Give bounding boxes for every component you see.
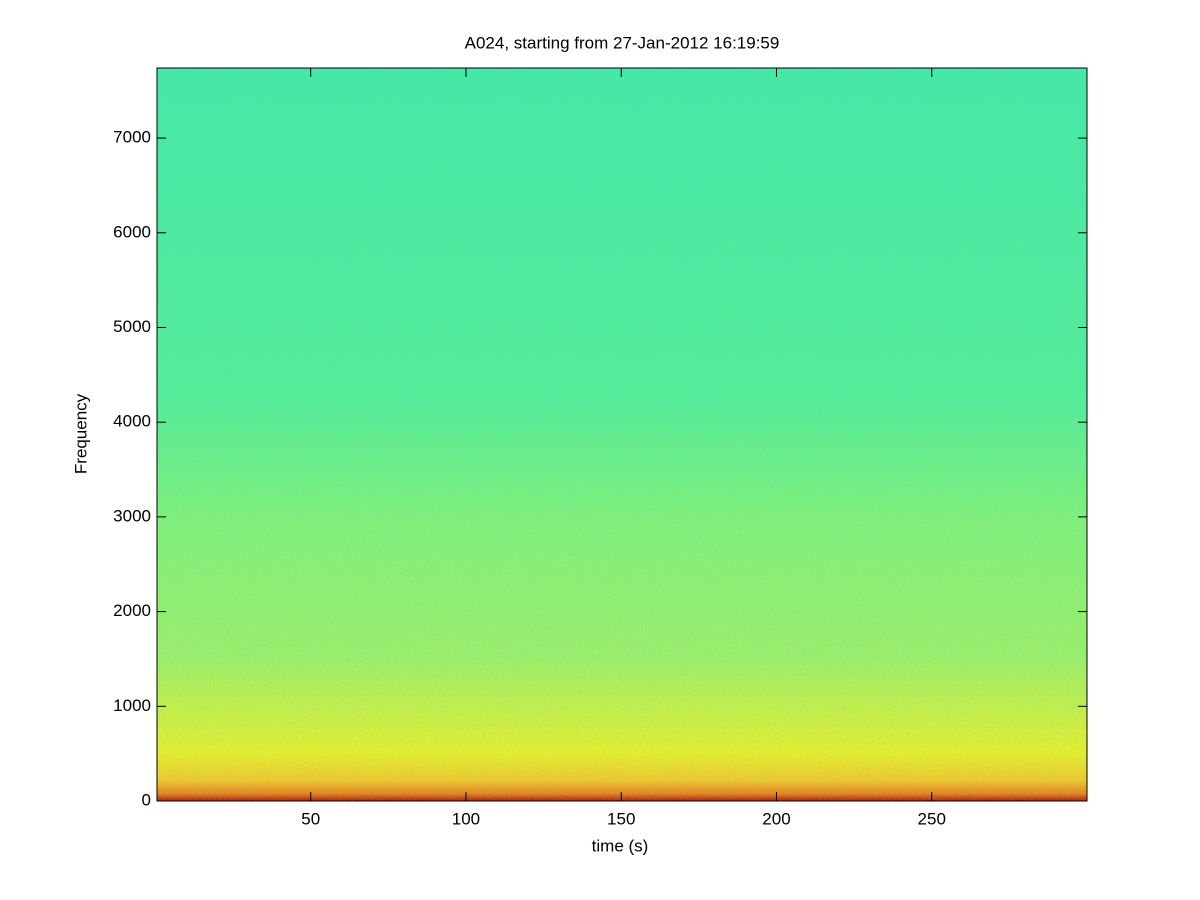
y-tick-label: 6000 [113,222,151,241]
y-tick-label: 5000 [113,317,151,336]
x-tick-label: 250 [918,809,946,828]
x-tick-label: 200 [762,809,790,828]
axes-box [156,67,1088,802]
y-tick-label: 2000 [113,601,151,620]
y-axis-label: Frequency [71,393,90,474]
x-axis-label: time (s) [592,836,649,855]
y-tick-label: 1000 [113,696,151,715]
y-tick-label: 4000 [113,412,151,431]
spectrogram-texture [157,68,1087,801]
y-tick-label: 0 [142,790,151,809]
chart-title: A024, starting from 27-Jan-2012 16:19:59 [465,33,780,52]
y-tick-label: 7000 [113,128,151,147]
y-tick-label: 3000 [113,506,151,525]
x-tick-label: 150 [607,809,635,828]
plot-area [156,67,1088,802]
x-tick-label: 50 [301,809,320,828]
x-tick-label: 100 [452,809,480,828]
